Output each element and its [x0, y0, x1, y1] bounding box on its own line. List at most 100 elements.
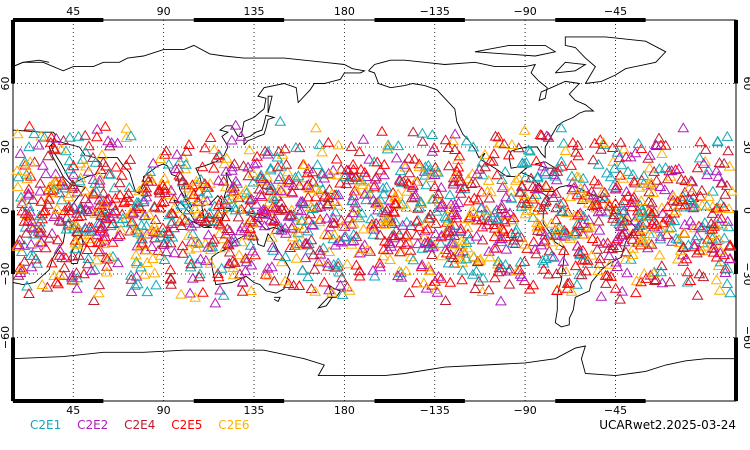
occultation-marker [637, 223, 650, 234]
occultation-marker [458, 181, 471, 192]
occultation-marker [347, 217, 360, 228]
occultation-marker [656, 277, 669, 288]
occultation-marker [714, 247, 727, 258]
occultation-marker [675, 173, 688, 184]
occultation-marker [360, 187, 373, 198]
occultation-marker [599, 192, 611, 203]
occultation-marker [164, 264, 177, 275]
occultation-marker [275, 184, 287, 195]
occultation-marker [81, 244, 94, 254]
occultation-marker [219, 228, 232, 239]
occultation-marker [588, 137, 601, 148]
occultation-marker [460, 135, 473, 146]
occultation-marker [253, 183, 266, 194]
occultation-marker [479, 161, 491, 172]
occultation-marker [203, 207, 216, 218]
occultation-marker [688, 222, 701, 233]
occultation-marker [616, 200, 629, 211]
occultation-marker [182, 204, 195, 215]
occultation-marker [505, 228, 518, 238]
occultation-marker [280, 158, 293, 169]
occultation-marker [245, 259, 258, 270]
occultation-marker [268, 275, 281, 286]
occultation-marker [64, 131, 76, 142]
occultation-marker [650, 274, 662, 284]
occultation-marker [488, 207, 501, 218]
occultation-marker [400, 265, 412, 276]
occultation-marker [299, 252, 312, 263]
occultation-marker [453, 175, 465, 186]
occultation-marker [491, 169, 503, 180]
occultation-marker [255, 169, 267, 180]
occultation-marker [410, 277, 423, 288]
occultation-marker [549, 170, 562, 181]
occultation-marker [82, 253, 95, 263]
occultation-marker [53, 249, 66, 260]
coastline [554, 61, 587, 74]
occultation-marker [185, 220, 198, 231]
occultation-marker [236, 221, 249, 232]
occultation-marker [684, 215, 697, 226]
lon-label-top: 90 [157, 5, 171, 18]
occultation-marker [571, 139, 584, 150]
occultation-marker [588, 175, 601, 186]
occultation-marker [11, 240, 24, 251]
occultation-marker [338, 171, 351, 182]
occultation-marker [533, 220, 546, 231]
occultation-marker [67, 160, 80, 171]
occultation-marker [498, 214, 511, 225]
occultation-marker [243, 144, 256, 155]
occultation-marker [183, 139, 195, 149]
occultation-marker [439, 210, 451, 221]
occultation-marker [94, 217, 106, 228]
occultation-marker [346, 235, 358, 246]
occultation-marker [457, 264, 469, 275]
occultation-marker [103, 252, 116, 262]
occultation-marker [313, 244, 326, 255]
occultation-marker [377, 243, 390, 254]
occultation-marker [158, 182, 171, 193]
occultation-marker [636, 232, 649, 243]
occultation-marker [421, 223, 434, 234]
occultation-marker [120, 122, 133, 133]
occultation-marker [338, 221, 351, 231]
occultation-marker [547, 251, 560, 262]
occultation-marker [282, 210, 295, 221]
occultation-marker [302, 225, 314, 236]
occultation-marker [388, 232, 401, 243]
occultation-marker [114, 229, 126, 240]
occultation-marker [94, 222, 107, 233]
occultation-marker [140, 244, 153, 255]
occultation-marker [158, 148, 171, 159]
occultation-marker [355, 207, 368, 218]
occultation-marker [710, 274, 723, 285]
occultation-marker [558, 230, 571, 241]
occultation-marker [357, 133, 370, 144]
occultation-marker [683, 182, 696, 193]
occultation-marker [655, 260, 668, 271]
occultation-marker [410, 215, 423, 226]
occultation-marker [552, 162, 564, 173]
lat-label-right: 30 [741, 140, 750, 154]
occultation-marker [592, 206, 605, 217]
occultation-marker [516, 180, 528, 191]
occultation-marker [444, 203, 457, 214]
occultation-marker [488, 231, 501, 242]
occultation-marker [629, 147, 642, 158]
occultation-marker [234, 268, 246, 279]
occultation-marker [22, 189, 35, 200]
occultation-marker [272, 250, 285, 261]
occultation-marker [412, 202, 424, 213]
occultation-marker [681, 276, 694, 287]
occultation-marker [696, 184, 708, 195]
occultation-marker [460, 253, 473, 264]
occultation-marker [189, 291, 202, 302]
occultation-marker [706, 229, 718, 240]
occultation-marker [500, 243, 513, 254]
occultation-marker [661, 201, 674, 211]
occultation-marker [374, 261, 387, 272]
occultation-marker [400, 216, 413, 227]
occultation-marker [101, 260, 113, 271]
occultation-marker [97, 187, 110, 198]
occultation-marker [614, 136, 627, 147]
